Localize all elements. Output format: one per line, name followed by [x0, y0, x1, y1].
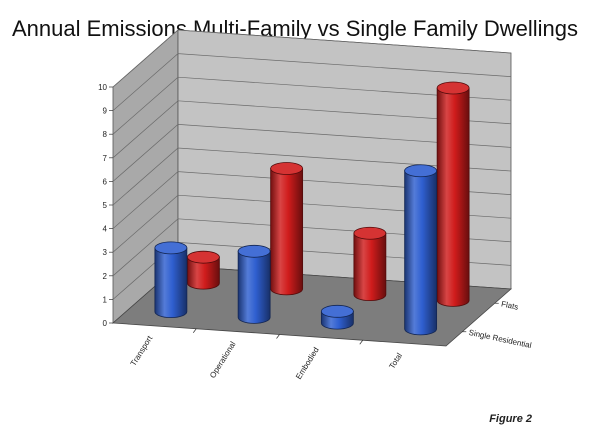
bar-body	[353, 232, 387, 302]
x-category-label: Operational	[208, 340, 238, 380]
bar-body	[237, 250, 271, 324]
figure-label: Figure 2	[489, 413, 532, 425]
gridline	[112, 218, 512, 277]
x-category-label: Embodied	[294, 346, 321, 381]
bar-body	[270, 168, 304, 296]
series-label: Flats	[500, 299, 519, 311]
bar-top	[186, 250, 220, 264]
y-tick-label: 8	[103, 130, 108, 139]
bar-flats	[353, 226, 387, 302]
bar-single-residential	[404, 164, 438, 336]
gridline	[112, 147, 512, 206]
chart-title: Annual Emissions Multi-Family vs Single …	[11, 16, 579, 41]
y-tick-label: 3	[103, 248, 108, 257]
y-tick-label: 10	[98, 83, 107, 92]
gridline	[112, 29, 512, 88]
gridline	[112, 124, 512, 182]
gridline	[112, 53, 512, 111]
y-tick-label: 9	[103, 107, 108, 116]
gridline	[112, 171, 512, 229]
gridline	[112, 76, 512, 135]
y-tick-label: 2	[103, 272, 108, 281]
bar-body	[404, 170, 438, 336]
y-tick-label: 0	[103, 319, 108, 328]
bar-single-residential	[237, 244, 271, 324]
y-tick-label: 1	[103, 295, 108, 304]
bar-flats	[186, 250, 220, 290]
gridline	[112, 100, 512, 159]
gridline	[112, 194, 512, 253]
x-tick-mark	[192, 328, 197, 333]
series-label: Single Residential	[468, 328, 533, 350]
bar-single-residential	[320, 304, 354, 330]
bar-body	[154, 247, 188, 319]
bar-top	[154, 241, 188, 255]
bar-flats	[270, 162, 304, 296]
y-tick-label: 6	[103, 177, 108, 186]
y-tick-label: 4	[103, 225, 108, 234]
x-tick-mark	[276, 334, 280, 339]
bar-flats	[436, 81, 470, 307]
bar-top	[353, 226, 387, 240]
bar-top	[320, 304, 354, 318]
x-category-label: Transport	[129, 334, 155, 368]
y-tick-label: 7	[103, 154, 108, 163]
x-tick-mark	[359, 340, 364, 345]
bar-body	[436, 87, 470, 307]
bar-top	[404, 164, 438, 178]
bar-top	[270, 162, 304, 175]
y-tick-label: 5	[103, 201, 108, 210]
x-category-label: Total	[387, 351, 404, 370]
bar-single-residential	[154, 241, 188, 319]
bar-body	[186, 256, 220, 290]
bar-top	[436, 81, 470, 95]
bar-top	[237, 244, 271, 258]
